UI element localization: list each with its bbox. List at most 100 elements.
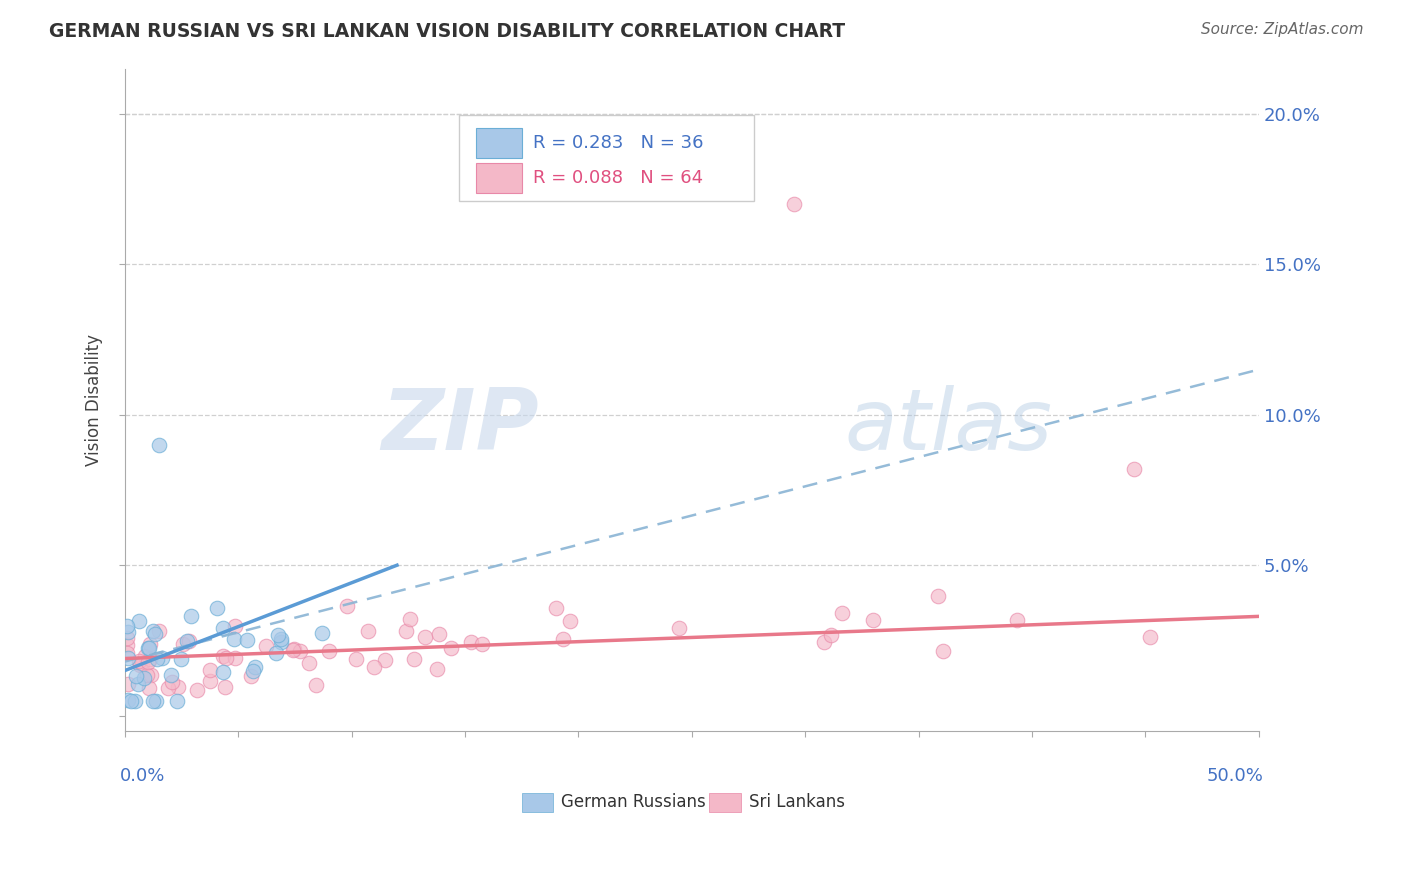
Point xyxy=(404,652,426,666)
Text: R = 0.283   N = 36: R = 0.283 N = 36 xyxy=(533,134,703,152)
Point xyxy=(927,589,949,603)
Point xyxy=(124,669,146,683)
Point xyxy=(399,612,422,626)
Point xyxy=(862,613,884,627)
Point xyxy=(283,642,305,657)
Point xyxy=(1139,630,1161,644)
Point xyxy=(363,660,385,674)
Point xyxy=(157,681,180,695)
Point xyxy=(413,630,436,644)
Point xyxy=(783,197,806,211)
Point xyxy=(374,653,396,667)
FancyBboxPatch shape xyxy=(460,115,754,201)
Point xyxy=(198,664,221,678)
Point xyxy=(558,614,581,628)
Point xyxy=(117,693,139,707)
Point xyxy=(236,632,259,647)
Text: 50.0%: 50.0% xyxy=(1206,767,1264,785)
Point xyxy=(135,668,157,682)
Point xyxy=(117,625,139,640)
Point xyxy=(1007,613,1029,627)
Point xyxy=(170,652,193,666)
Point xyxy=(120,693,142,707)
Point xyxy=(224,650,246,665)
Point xyxy=(214,680,236,694)
Point xyxy=(264,646,287,660)
Point xyxy=(124,693,146,707)
Point xyxy=(166,693,188,707)
Point xyxy=(820,628,842,642)
Point xyxy=(305,678,328,692)
Point xyxy=(553,632,575,646)
Point xyxy=(160,668,183,682)
Point xyxy=(668,621,690,635)
Point xyxy=(427,626,450,640)
Point xyxy=(426,662,449,676)
Text: Sri Lankans: Sri Lankans xyxy=(748,793,845,812)
Bar xyxy=(709,793,741,812)
Point xyxy=(176,634,198,648)
Point xyxy=(243,659,266,673)
Point xyxy=(134,648,156,663)
Point xyxy=(256,639,278,653)
Text: Source: ZipAtlas.com: Source: ZipAtlas.com xyxy=(1201,22,1364,37)
Y-axis label: Vision Disability: Vision Disability xyxy=(86,334,103,466)
Point xyxy=(186,683,208,698)
Point xyxy=(138,681,160,695)
Point xyxy=(281,643,304,657)
Point xyxy=(148,624,170,639)
Text: R = 0.088   N = 64: R = 0.088 N = 64 xyxy=(533,169,703,186)
Point xyxy=(831,606,853,620)
Point xyxy=(288,644,311,658)
Point xyxy=(239,669,262,683)
Point xyxy=(131,657,153,671)
Point xyxy=(136,655,159,669)
Bar xyxy=(522,793,554,812)
Text: German Russians: German Russians xyxy=(561,793,706,812)
Bar xyxy=(477,163,522,193)
Point xyxy=(212,665,235,680)
Point xyxy=(298,656,321,670)
Point xyxy=(242,664,264,678)
Point xyxy=(932,644,955,658)
Point xyxy=(145,693,167,707)
Point xyxy=(394,624,416,638)
Point xyxy=(211,621,233,635)
Point xyxy=(224,632,246,647)
Point xyxy=(440,641,463,656)
Point xyxy=(270,635,292,649)
Point xyxy=(115,646,138,660)
Point xyxy=(357,624,380,639)
Point xyxy=(167,680,190,694)
Text: 0.0%: 0.0% xyxy=(121,767,166,785)
Point xyxy=(336,599,359,613)
Point xyxy=(128,654,150,668)
Point xyxy=(270,632,292,647)
Point xyxy=(150,650,173,665)
Point xyxy=(141,668,163,682)
Point xyxy=(115,631,138,645)
Point xyxy=(344,652,367,666)
Point xyxy=(212,648,235,663)
Point xyxy=(471,637,494,651)
Text: GERMAN RUSSIAN VS SRI LANKAN VISION DISABILITY CORRELATION CHART: GERMAN RUSSIAN VS SRI LANKAN VISION DISA… xyxy=(49,22,845,41)
Point xyxy=(318,644,340,658)
Point xyxy=(146,652,169,666)
Text: ZIP: ZIP xyxy=(381,384,538,467)
Point xyxy=(148,438,170,452)
Point xyxy=(138,641,160,656)
Point xyxy=(460,635,482,649)
Point xyxy=(224,619,246,633)
Point xyxy=(142,624,165,639)
Text: atlas: atlas xyxy=(845,384,1053,467)
Point xyxy=(134,671,156,685)
Point xyxy=(813,635,835,649)
Point xyxy=(172,637,194,651)
Point xyxy=(117,651,139,665)
Point xyxy=(1123,462,1146,476)
Point xyxy=(198,674,221,689)
Point xyxy=(138,641,160,656)
Point xyxy=(139,636,162,650)
Point xyxy=(205,601,228,615)
Point xyxy=(127,677,149,691)
